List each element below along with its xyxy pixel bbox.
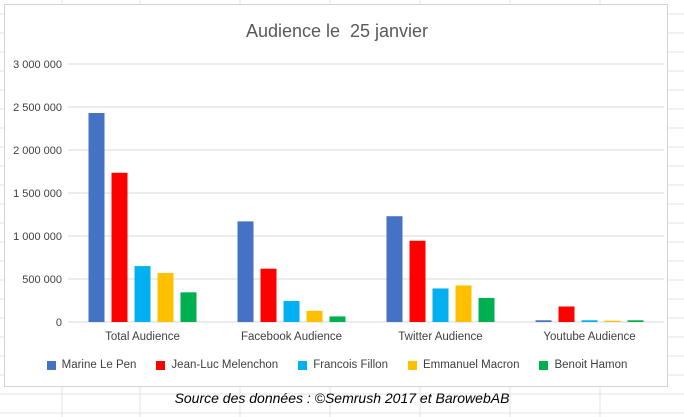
- legend-label: Francois Fillon: [313, 359, 388, 371]
- bar-emmanuel-macron-twitter-audience: [455, 285, 472, 322]
- y-tick-label: 2 000 000: [13, 145, 62, 157]
- y-tick-label: 0: [56, 317, 62, 329]
- bar-marine-le-pen-total-audience: [88, 113, 105, 323]
- legend-swatch: [539, 360, 549, 370]
- bar-francois-fillon-youtube-audience: [581, 320, 598, 322]
- bar-jean-luc-melenchon-youtube-audience: [558, 306, 575, 322]
- y-tick-label: 500 000: [22, 274, 62, 286]
- bar-marine-le-pen-twitter-audience: [386, 216, 403, 322]
- bar-benoit-hamon-facebook-audience: [329, 316, 346, 322]
- bar-francois-fillon-twitter-audience: [432, 288, 449, 322]
- y-tick-label: 2 500 000: [13, 102, 62, 114]
- legend-label: Emmanuel Macron: [422, 359, 520, 371]
- y-tick-label: 1 000 000: [13, 231, 62, 243]
- bar-jean-luc-melenchon-facebook-audience: [260, 268, 277, 322]
- legend-swatch: [407, 360, 417, 370]
- legend-item: Francois Fillon: [298, 359, 388, 371]
- legend-label: Benoit Hamon: [554, 359, 628, 371]
- legend-item: Benoit Hamon: [539, 359, 627, 371]
- bar-chart: 0 500 000 1 000 000 1 500 000 2 000 000 2 500…: [13, 59, 664, 343]
- legend-swatch: [298, 360, 308, 370]
- legend-label: Jean-Luc Melenchon: [171, 359, 279, 371]
- chart-legend: Marine Le Pen Jean-Luc Melenchon Francois …: [5, 359, 669, 371]
- x-category-label: Youtube Audience: [543, 331, 635, 343]
- x-category-label: Facebook Audience: [241, 331, 342, 343]
- x-category-label: Total Audience: [105, 331, 180, 343]
- legend-swatch: [46, 360, 56, 370]
- bar-jean-luc-melenchon-twitter-audience: [409, 240, 426, 322]
- bar-marine-le-pen-youtube-audience: [535, 320, 552, 322]
- chart-title: Audience le 25 janvier: [245, 21, 429, 41]
- legend-item: Jean-Luc Melenchon: [156, 359, 278, 371]
- bar-jean-luc-melenchon-total-audience: [111, 172, 128, 322]
- source-note: Source des données : ©Semrush 2017 et Ba…: [174, 390, 510, 406]
- bar-benoit-hamon-youtube-audience: [627, 320, 644, 322]
- y-tick-label: 3 000 000: [13, 59, 62, 71]
- bar-marine-le-pen-facebook-audience: [237, 221, 254, 322]
- bar-benoit-hamon-total-audience: [180, 292, 197, 322]
- bar-francois-fillon-facebook-audience: [283, 300, 300, 322]
- legend-swatch: [156, 360, 166, 370]
- legend-item: Marine Le Pen: [46, 359, 137, 371]
- bar-emmanuel-macron-total-audience: [157, 272, 174, 322]
- bar-benoit-hamon-twitter-audience: [478, 297, 495, 322]
- y-tick-label: 1 500 000: [13, 188, 62, 200]
- bar-emmanuel-macron-facebook-audience: [306, 310, 323, 322]
- x-category-label: Twitter Audience: [398, 331, 482, 343]
- chart-container[interactable]: Audience le 25 janvier 0 500 000 1 000 000…: [4, 4, 668, 387]
- legend-item: Emmanuel Macron: [407, 359, 520, 371]
- bar-emmanuel-macron-youtube-audience: [604, 320, 621, 322]
- bar-francois-fillon-total-audience: [134, 266, 151, 322]
- legend-label: Marine Le Pen: [61, 359, 137, 371]
